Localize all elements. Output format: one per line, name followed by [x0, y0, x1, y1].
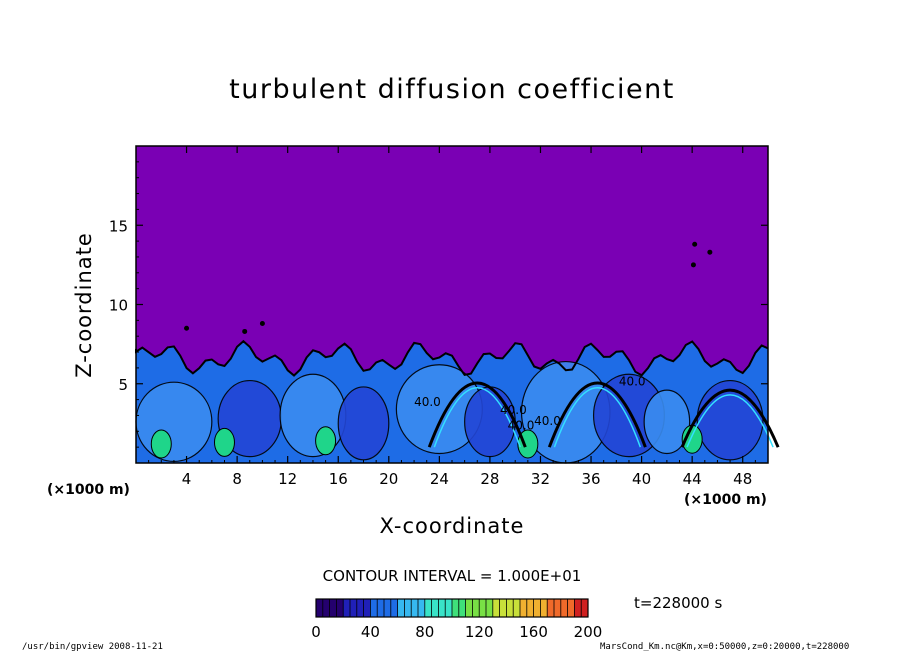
contour-label: 40.0	[534, 414, 561, 428]
contour-interval-label: CONTOUR INTERVAL = 1.000E+01	[322, 567, 582, 585]
layer-top-contour	[135, 339, 769, 377]
contour-blob	[692, 241, 698, 247]
contour-label: 40.0	[619, 374, 646, 388]
contour-label: 40.0	[500, 403, 527, 417]
contour-arc-inner	[553, 387, 642, 448]
x-tick-label: 36	[581, 470, 600, 488]
colorbar-tick-label: 80	[415, 623, 434, 641]
x-tick-label: 4	[182, 470, 192, 488]
time-label: t=228000 s	[634, 594, 723, 612]
contour-blob	[690, 262, 696, 268]
colorbar-tick-label: 160	[519, 623, 548, 641]
colorbar-tick-label: 40	[361, 623, 380, 641]
contour-blob	[242, 328, 248, 334]
x-tick-label: 48	[733, 470, 752, 488]
x-tick-label: 28	[480, 470, 499, 488]
y-tick-label: 5	[118, 376, 128, 394]
footer-source: MarsCond_Km.nc@Km,x=0:50000,z=0:20000,t=…	[600, 642, 850, 652]
convective-cell	[643, 389, 691, 455]
contour-blob	[259, 321, 265, 327]
contour-arc	[680, 388, 780, 448]
colorbar-tick-label: 120	[465, 623, 494, 641]
high-value-patch	[315, 426, 337, 456]
high-value-patch	[213, 427, 235, 457]
x-tick-label: 32	[531, 470, 550, 488]
contour-arc-inner	[686, 394, 774, 448]
convective-cell	[279, 373, 347, 458]
chart-title: turbulent diffusion coefficient	[229, 74, 675, 105]
x-axis-unit-left: (×1000 m)	[47, 482, 130, 498]
x-axis-label: X-coordinate	[379, 514, 525, 538]
high-value-patch	[150, 429, 172, 459]
y-axis-label: Z-coordinate	[72, 232, 96, 378]
y-tick-label: 15	[109, 217, 128, 235]
contour-label: 40.0	[414, 395, 441, 409]
convective-cell	[696, 379, 764, 461]
convective-cell	[135, 381, 213, 463]
contour-blob	[184, 325, 190, 331]
contour-label: 40.0	[508, 419, 535, 433]
contour-arc	[427, 381, 527, 448]
x-tick-label: 20	[379, 470, 398, 488]
x-tick-label: 16	[329, 470, 348, 488]
x-tick-label: 44	[683, 470, 702, 488]
x-tick-label: 24	[430, 470, 449, 488]
x-tick-label: 40	[632, 470, 651, 488]
x-tick-label: 8	[232, 470, 242, 488]
y-tick-label: 10	[109, 297, 128, 315]
colorbar-tick-label: 0	[311, 623, 321, 641]
convective-cell	[337, 386, 390, 461]
contour-arc-inner	[433, 387, 521, 448]
footer-program: /usr/bin/gpview 2008-11-21	[22, 642, 163, 652]
colorbar-tick-label: 200	[574, 623, 603, 641]
x-tick-label: 12	[278, 470, 297, 488]
contour-arc	[547, 381, 647, 448]
contour-blob	[707, 249, 713, 255]
colorbar-frame	[315, 598, 589, 618]
x-axis-unit-right: (×1000 m)	[684, 492, 767, 508]
